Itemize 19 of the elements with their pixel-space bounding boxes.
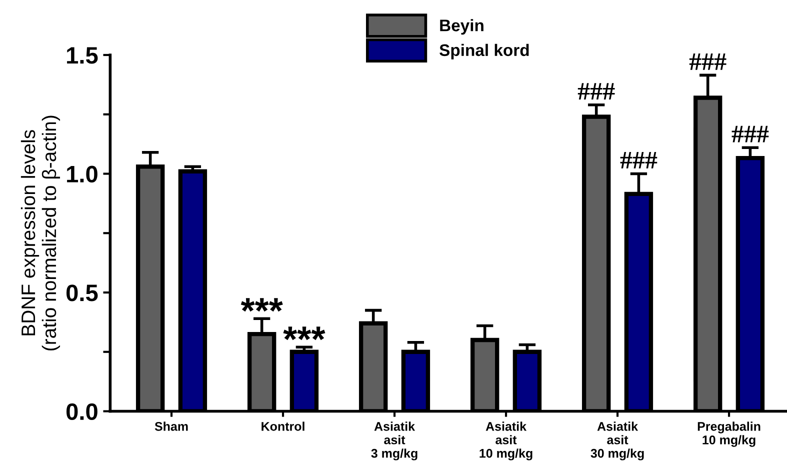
y-tick-label: 0.0: [66, 403, 98, 420]
annotation: ###: [732, 126, 769, 142]
legend-label: Spinal kord: [440, 44, 529, 60]
annotation: ###: [578, 83, 615, 100]
annotation: ***: [283, 326, 326, 340]
x-tick-label: Asiatik asit 3 mg/kg: [371, 422, 418, 460]
y-tick-label: 1.5: [67, 47, 98, 64]
y-tick-label: 0.5: [66, 284, 98, 302]
annotation: ###: [689, 53, 726, 70]
y-tick-label: 1.0: [67, 166, 98, 183]
x-tick-label: Kontrol: [262, 422, 304, 431]
x-tick-label: Sham: [154, 422, 188, 431]
y-axis-title: BDNF expression levels (ratio normalized to β-actin): [20, 116, 60, 350]
x-tick-label: Pregabalin 10 mg/kg: [698, 422, 760, 447]
legend-label: Beyin: [440, 19, 484, 35]
x-tick-label: Asiatik asit 30 mg/kg: [590, 422, 644, 460]
annotation: ***: [240, 298, 283, 312]
x-tick-label: Asiatik asit 10 mg/kg: [480, 422, 532, 460]
annotation: ###: [620, 152, 658, 168]
